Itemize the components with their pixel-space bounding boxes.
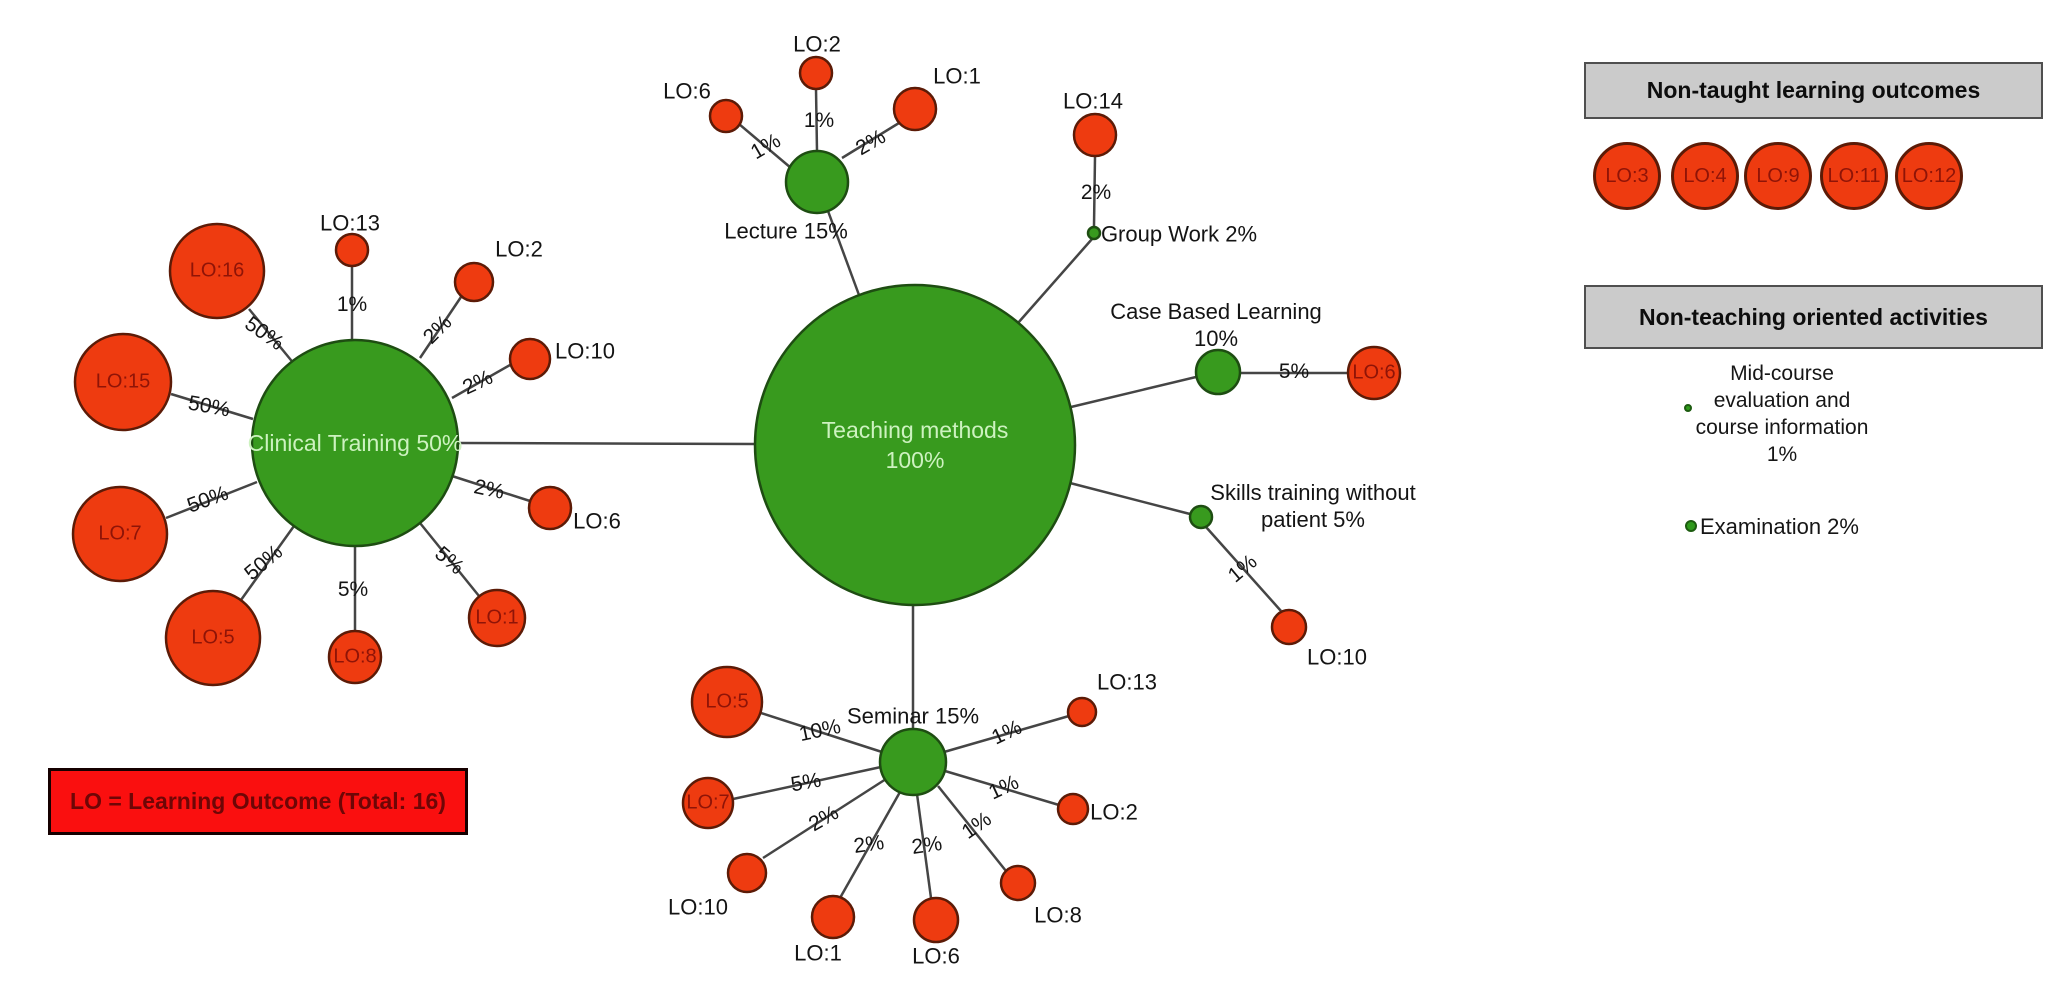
edge-group-work-to-lo14 <box>1092 156 1097 227</box>
node-lecture-lo1 <box>892 86 938 132</box>
edge-seminar-to-lo13 <box>943 714 1070 754</box>
node-seminar <box>878 727 948 797</box>
legend-circle-lo3: LO:3 <box>1593 142 1661 210</box>
node-groupwork-lo14 <box>1072 112 1118 158</box>
edge-clinical-to-lo6 <box>451 474 531 503</box>
edge-teaching-to-lecture <box>826 210 861 296</box>
node-clinical-lo6 <box>527 485 573 531</box>
edge-teaching-to-group-work <box>1017 238 1093 324</box>
edge-seminar-to-lo10 <box>762 777 887 860</box>
edge-seminar-to-lo2 <box>944 769 1060 807</box>
node-clinical-lo10 <box>508 337 552 381</box>
mid-course-label-line: 1% <box>1766 443 1798 466</box>
edge-seminar-to-lo7 <box>732 765 882 801</box>
node-clinical-lo2 <box>453 261 495 303</box>
node-seminar-lo7 <box>681 776 735 830</box>
edge-teaching-to-skills <box>1069 481 1191 516</box>
edge-teaching-to-cbl <box>1070 375 1197 409</box>
node-seminar-lo1 <box>810 894 856 940</box>
edge-clinical-to-lo2 <box>418 296 463 359</box>
mid-course-dot <box>1684 404 1692 412</box>
mid-course-label-line: evaluation and <box>1713 389 1851 412</box>
node-cbl-lo6 <box>1346 345 1402 401</box>
edge-clinical-to-lo16 <box>248 308 296 366</box>
legend-non-teaching-title-box: Non-teaching oriented activities <box>1584 285 2043 349</box>
edge-seminar-to-lo1 <box>838 791 902 899</box>
node-seminar-lo8 <box>999 864 1037 902</box>
edge-clinical-to-lo10 <box>451 363 511 400</box>
edge-lecture-to-lo6 <box>738 123 792 169</box>
legend-circle-lo4: LO:4 <box>1671 142 1739 210</box>
edge-seminar-to-lo6 <box>915 793 933 899</box>
legend-non-taught-title: Non-taught learning outcomes <box>1646 77 1981 103</box>
node-clinical-lo16 <box>168 222 266 320</box>
node-seminar-lo2 <box>1056 792 1090 826</box>
node-clinical-lo8 <box>327 629 383 685</box>
legend-circle-lo11: LO:11 <box>1820 142 1888 210</box>
node-lecture <box>784 149 850 215</box>
edge-skills-to-lo10 <box>1205 526 1282 612</box>
node-clinical-lo1 <box>467 588 527 648</box>
node-seminar-lo13 <box>1066 696 1098 728</box>
mid-course-label-line: course information <box>1695 416 1869 439</box>
node-teaching-methods <box>753 283 1077 607</box>
edge-clinical-to-lo7 <box>165 480 258 520</box>
mid-course-label: Mid-course evaluation and course informa… <box>1696 360 1869 468</box>
node-lecture-lo2 <box>798 55 834 91</box>
edge-clinical-to-lo15 <box>170 392 254 421</box>
node-skills-training-without-patient <box>1188 504 1214 530</box>
legend-non-teaching-title: Non-teaching oriented activities <box>1639 303 1988 330</box>
edge-seminar-to-lo8 <box>937 785 1007 872</box>
node-case-based-learning <box>1194 348 1242 396</box>
node-seminar-lo10 <box>726 852 768 894</box>
edge-clinical-to-lo5 <box>239 525 296 601</box>
legend-circle-lo12: LO:12 <box>1895 142 1963 210</box>
node-clinical-lo7 <box>71 485 169 583</box>
node-clinical-lo5 <box>164 589 262 687</box>
node-seminar-lo6 <box>912 896 960 944</box>
examination-dot <box>1685 520 1697 532</box>
edge-clinical-to-lo1 <box>419 522 480 597</box>
node-clinical-lo15 <box>73 332 173 432</box>
legend-circle-lo9: LO:9 <box>1744 142 1812 210</box>
node-clinical-lo13 <box>334 232 370 268</box>
lo-key-box: LO = Learning Outcome (Total: 16) <box>48 768 468 835</box>
edge-lecture-to-lo1 <box>841 121 900 160</box>
edge-seminar-to-lo5 <box>760 711 883 754</box>
mid-course-label-line: Mid-course <box>1730 362 1834 385</box>
node-seminar-lo5 <box>690 665 764 739</box>
edge-clinical-to-teaching <box>457 441 756 446</box>
edge-lecture-to-lo2 <box>814 88 819 152</box>
node-clinical-training <box>250 338 460 548</box>
node-lecture-lo6 <box>708 98 744 134</box>
node-skills-lo10 <box>1270 608 1308 646</box>
node-group-work <box>1086 225 1102 241</box>
examination-label: Examination 2% <box>1700 514 1859 539</box>
legend-non-taught-title-box: Non-taught learning outcomes <box>1584 62 2043 119</box>
lo-key-label: LO = Learning Outcome (Total: 16) <box>70 788 446 814</box>
